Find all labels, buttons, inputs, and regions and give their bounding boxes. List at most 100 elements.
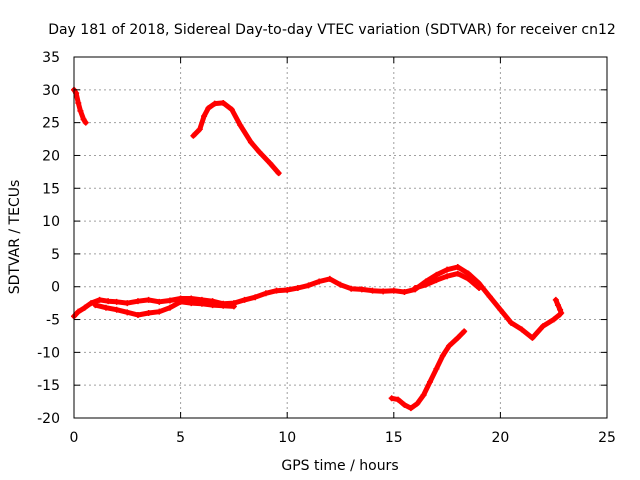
data-point	[92, 302, 99, 309]
data-point	[369, 287, 376, 294]
data-point	[124, 300, 131, 307]
data-point	[550, 316, 557, 323]
data-point	[198, 300, 205, 307]
data-point	[326, 275, 333, 282]
data-point	[294, 285, 301, 292]
data-point	[316, 278, 323, 285]
data-point	[454, 334, 461, 341]
data-point	[446, 342, 453, 349]
data-point	[407, 405, 414, 412]
data-point	[81, 304, 88, 311]
data-point	[454, 264, 461, 271]
data-point	[508, 319, 515, 326]
data-point	[427, 378, 434, 385]
data-point	[439, 352, 446, 359]
data-point	[444, 273, 451, 280]
y-tick-label: -15	[37, 378, 60, 394]
data-point	[237, 122, 244, 129]
data-point	[105, 298, 112, 305]
y-tick-label: -5	[46, 313, 60, 329]
data-layer	[71, 86, 565, 412]
data-point	[412, 285, 419, 292]
data-point	[113, 306, 120, 313]
data-point	[337, 281, 344, 288]
data-point	[134, 298, 141, 305]
data-point	[211, 100, 218, 107]
series-segment-4	[389, 328, 467, 411]
data-point	[557, 306, 564, 313]
data-point	[401, 288, 408, 295]
data-point	[433, 277, 440, 284]
data-point	[252, 294, 259, 301]
data-point	[444, 266, 451, 273]
data-point	[433, 365, 440, 372]
data-point	[124, 309, 131, 316]
data-point	[156, 308, 163, 315]
x-tick-label: 10	[278, 430, 296, 446]
data-point	[422, 281, 429, 288]
data-point	[554, 302, 561, 309]
y-tick-label: 15	[42, 181, 60, 197]
data-point	[228, 106, 235, 113]
y-tick-label: 10	[42, 214, 60, 230]
data-point	[145, 309, 152, 316]
data-point	[497, 306, 504, 313]
y-tick-label: 25	[42, 116, 60, 132]
data-point	[267, 160, 274, 167]
data-point	[230, 303, 237, 310]
data-point	[358, 286, 365, 293]
data-point	[465, 275, 472, 282]
data-point	[465, 270, 472, 277]
data-point	[420, 392, 427, 399]
data-point	[518, 326, 525, 333]
data-point	[166, 297, 173, 304]
data-point	[96, 296, 103, 303]
data-point	[75, 308, 82, 315]
x-axis-label: GPS time / hours	[281, 458, 398, 474]
data-point	[262, 290, 269, 297]
data-point	[275, 170, 282, 177]
y-tick-label: 35	[42, 50, 60, 66]
data-point	[82, 119, 89, 126]
data-point	[166, 304, 173, 311]
data-point	[433, 271, 440, 278]
data-point	[177, 298, 184, 305]
data-point	[80, 116, 87, 123]
data-point	[401, 401, 408, 408]
data-point	[134, 311, 141, 318]
y-tick-label: -10	[37, 345, 60, 361]
data-point	[145, 296, 152, 303]
data-point	[88, 300, 95, 307]
y-tick-label: 0	[51, 280, 60, 296]
plot-frame	[73, 56, 608, 419]
x-tick-label: 5	[176, 430, 185, 446]
data-point	[388, 395, 395, 402]
y-tick-label: 20	[42, 148, 60, 164]
data-point	[529, 334, 536, 341]
data-point	[205, 105, 212, 112]
data-point	[196, 126, 203, 133]
data-point	[247, 139, 254, 146]
data-point	[209, 302, 216, 309]
y-tick-label: -20	[37, 411, 60, 427]
data-point	[552, 296, 559, 303]
data-point	[190, 132, 197, 139]
data-point	[102, 304, 109, 311]
chart-title: Day 181 of 2018, Sidereal Day-to-day VTE…	[48, 22, 616, 38]
data-point	[75, 99, 82, 106]
y-axis-label: SDTVAR / TECUs	[7, 180, 23, 295]
data-point	[454, 270, 461, 277]
data-point	[284, 287, 291, 294]
data-point	[201, 113, 208, 120]
data-point	[188, 300, 195, 307]
x-tick-label: 0	[70, 430, 79, 446]
data-point	[390, 287, 397, 294]
data-point	[305, 282, 312, 289]
data-point	[156, 298, 163, 305]
data-point	[558, 309, 565, 316]
data-point	[77, 107, 84, 114]
data-point	[256, 149, 263, 156]
data-point	[220, 99, 227, 106]
